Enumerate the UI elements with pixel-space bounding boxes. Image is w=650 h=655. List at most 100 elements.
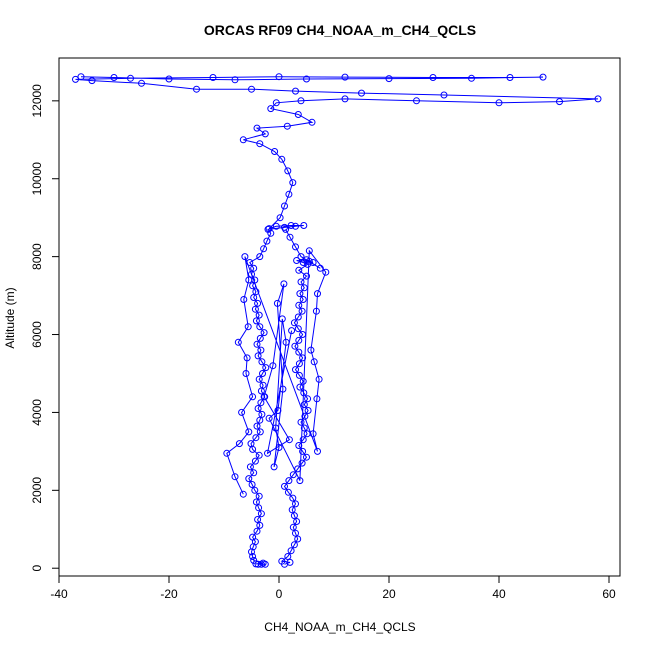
data-point [440, 91, 448, 99]
data-point [341, 95, 349, 103]
data-point [506, 74, 514, 81]
data-point [298, 307, 306, 315]
data-point [255, 311, 263, 319]
data-point [241, 253, 249, 261]
data-point [307, 346, 315, 354]
data-point [259, 559, 267, 567]
data-point [291, 342, 299, 350]
data-point [289, 179, 297, 187]
data-point [260, 329, 268, 337]
data-point [250, 294, 258, 301]
data-point [285, 477, 293, 485]
data-point [256, 323, 264, 331]
data-point [250, 556, 258, 564]
data-point [279, 385, 287, 393]
data-point [251, 486, 259, 494]
data-point [256, 428, 264, 436]
data-point [255, 492, 263, 500]
data-point [309, 430, 317, 438]
data-point [283, 122, 291, 130]
data-point [258, 410, 266, 418]
data-point [275, 73, 283, 81]
data-point [308, 118, 316, 126]
data-point [254, 352, 262, 360]
data-point [252, 560, 260, 568]
data-point [556, 98, 563, 106]
data-point [299, 354, 307, 362]
chart-title: ORCAS RF09 CH4_NOAA_m_CH4_QCLS [204, 22, 476, 38]
y-tick-label: 0 [30, 565, 44, 572]
data-point [238, 408, 246, 416]
data-point [270, 463, 278, 471]
data-point [294, 111, 302, 118]
data-point [257, 346, 265, 354]
data-point [245, 276, 253, 284]
data-point [301, 412, 309, 420]
data-point [278, 315, 286, 323]
data-point [165, 75, 173, 83]
data-point [295, 336, 303, 344]
data-point [272, 222, 280, 230]
data-point [258, 358, 266, 366]
data-point [296, 477, 304, 485]
x-tick-label: 40 [492, 587, 506, 601]
data-point [295, 301, 303, 309]
data-point [253, 124, 261, 132]
data-point [292, 222, 299, 230]
data-point [249, 393, 257, 401]
data-point [289, 523, 297, 531]
data-point [127, 74, 134, 82]
data-point [256, 334, 264, 342]
data-point [304, 407, 312, 414]
data-point [313, 395, 321, 403]
data-point [495, 99, 503, 107]
data-point [322, 268, 330, 276]
data-point [242, 370, 250, 377]
y-axis-label: Altitude (m) [3, 287, 17, 348]
data-point [358, 89, 365, 97]
data-point [292, 500, 299, 508]
data-point [248, 481, 256, 488]
data-point [310, 358, 318, 366]
data-point [292, 529, 299, 537]
data-point [292, 243, 299, 251]
data-point [294, 535, 302, 543]
x-tick-label: -40 [50, 587, 68, 601]
data-point [280, 280, 288, 288]
data-point [231, 76, 239, 84]
data-point [300, 424, 308, 432]
data-point [234, 338, 242, 346]
data-point [271, 148, 279, 155]
data-point [275, 444, 283, 451]
data-point [259, 370, 266, 377]
data-point [298, 459, 306, 467]
data-point [297, 97, 305, 105]
data-point [259, 381, 267, 389]
data-point [314, 447, 321, 455]
y-tick-label: 6000 [30, 321, 44, 348]
data-point [286, 558, 294, 566]
data-point [295, 360, 303, 368]
y-tick-label: 4000 [30, 399, 44, 426]
data-point [294, 313, 302, 321]
data-point [209, 74, 217, 81]
data-point [594, 95, 602, 103]
data-series [278, 225, 324, 568]
data-point [251, 305, 259, 313]
plot-frame [58, 57, 621, 577]
data-point [304, 395, 312, 403]
data-point [257, 510, 265, 518]
data-point [72, 75, 79, 83]
data-point [290, 512, 298, 520]
data-point [240, 296, 248, 303]
data-point [110, 74, 118, 81]
data-point [297, 278, 305, 286]
x-tick-label: 60 [602, 587, 616, 601]
data-point [253, 527, 261, 535]
data-point [296, 383, 304, 391]
data-point [295, 371, 303, 379]
x-axis: -40 -20 0 20 40 60 [50, 576, 616, 601]
data-point [290, 319, 298, 327]
data-point [312, 307, 320, 315]
